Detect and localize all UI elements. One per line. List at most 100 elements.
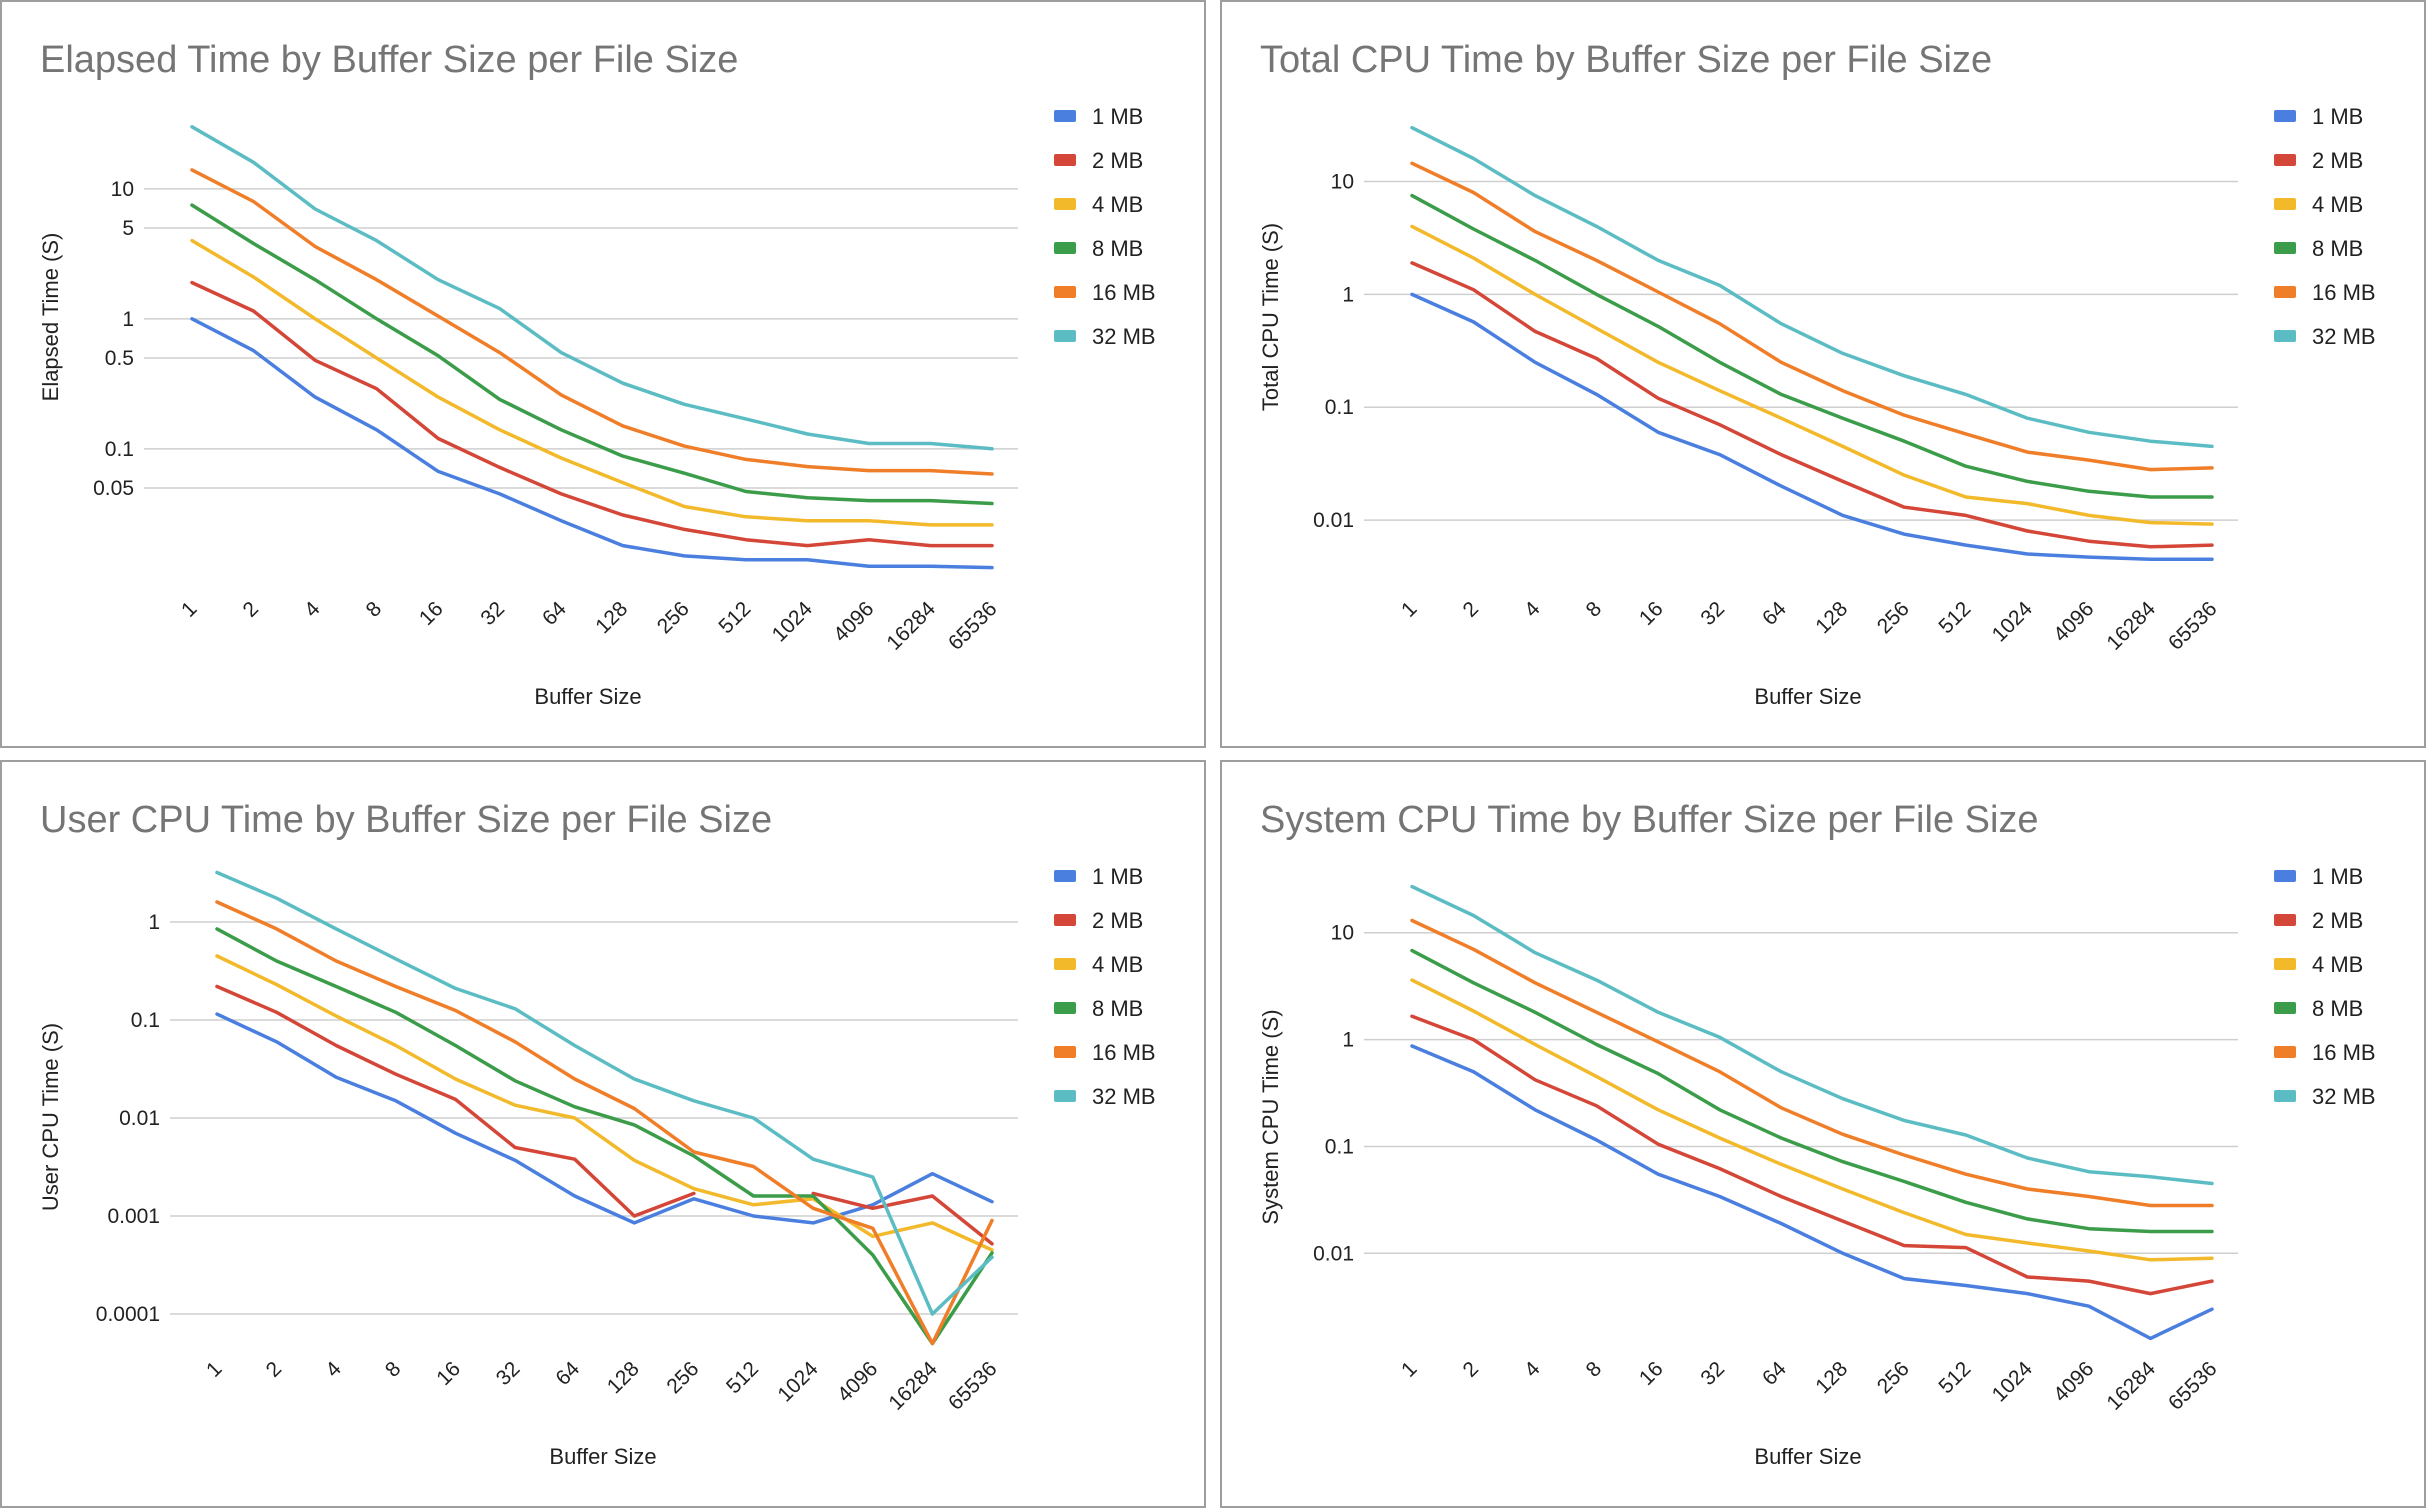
legend-label: 32 MB <box>1092 324 1156 349</box>
legend-label: 32 MB <box>1092 1084 1156 1109</box>
x-tick-label: 2 <box>1459 597 1484 622</box>
x-tick-label: 4096 <box>2049 597 2098 646</box>
legend-swatch <box>2274 958 2296 970</box>
series-line-32-mb <box>192 127 992 449</box>
x-tick-label: 16 <box>1635 597 1668 630</box>
x-tick-label: 64 <box>1758 597 1791 630</box>
series-line-32-mb <box>1412 887 2212 1184</box>
legend-label: 4 MB <box>2312 952 2363 977</box>
x-tick-label: 1 <box>177 597 202 622</box>
y-tick-label: 0.5 <box>105 347 134 370</box>
x-tick-label: 128 <box>603 1357 644 1398</box>
y-tick-label: 0.1 <box>105 438 134 461</box>
x-tick-label: 4096 <box>829 597 878 646</box>
x-tick-label: 1024 <box>768 597 818 647</box>
y-tick-label: 5 <box>122 217 134 240</box>
legend-swatch <box>1054 154 1076 166</box>
x-tick-label: 32 <box>1696 1357 1729 1390</box>
x-tick-label: 128 <box>591 597 632 638</box>
x-axis-label: Buffer Size <box>534 684 641 709</box>
series-line-16-mb <box>192 170 992 474</box>
x-tick-label: 65536 <box>2164 1357 2222 1415</box>
legend-label: 16 MB <box>1092 280 1156 305</box>
x-tick-label: 64 <box>1758 1357 1791 1390</box>
y-tick-label: 0.05 <box>93 477 134 500</box>
series-line-4-mb <box>192 241 992 525</box>
x-axis-label: Buffer Size <box>549 1444 656 1469</box>
x-tick-label: 65536 <box>2164 597 2222 655</box>
total-cpu-time-chart-panel: Total CPU Time by Buffer Size per File S… <box>1220 0 2426 748</box>
legend-label: 8 MB <box>2312 996 2363 1021</box>
y-tick-label: 10 <box>1331 922 1354 945</box>
legend-swatch <box>1054 242 1076 254</box>
y-axis-label: Elapsed Time (S) <box>38 233 63 402</box>
x-tick-label: 1024 <box>1988 597 2038 647</box>
x-tick-label: 512 <box>722 1357 763 1398</box>
legend-label: 8 MB <box>1092 236 1143 261</box>
series-line-8-mb <box>217 929 992 1344</box>
legend-label: 2 MB <box>2312 148 2363 173</box>
x-tick-label: 128 <box>1811 597 1852 638</box>
legend-swatch <box>2274 286 2296 298</box>
system-cpu-time-chart-panel: System CPU Time by Buffer Size per File … <box>1220 760 2426 1508</box>
legend-label: 4 MB <box>1092 952 1143 977</box>
x-tick-label: 32 <box>1696 597 1729 630</box>
x-tick-label: 128 <box>1811 1357 1852 1398</box>
x-tick-label: 4096 <box>2049 1357 2098 1406</box>
y-tick-label: 0.1 <box>131 1009 160 1032</box>
x-tick-label: 256 <box>653 597 694 638</box>
x-tick-label: 16284 <box>882 597 940 655</box>
legend-label: 1 MB <box>2312 104 2363 129</box>
y-tick-label: 0.1 <box>1325 1135 1354 1158</box>
legend-swatch <box>2274 198 2296 210</box>
y-tick-label: 0.1 <box>1325 396 1354 419</box>
x-tick-label: 4096 <box>833 1357 882 1406</box>
legend-swatch <box>1054 1090 1076 1102</box>
legend-swatch <box>1054 1002 1076 1014</box>
legend-swatch <box>1054 958 1076 970</box>
y-tick-label: 1 <box>148 911 160 934</box>
legend-swatch <box>1054 870 1076 882</box>
x-tick-label: 16284 <box>884 1357 942 1415</box>
legend-swatch <box>1054 330 1076 342</box>
x-tick-label: 16 <box>415 597 448 630</box>
y-axis-label: System CPU Time (S) <box>1258 1009 1283 1224</box>
legend-label: 16 MB <box>1092 1040 1156 1065</box>
x-tick-label: 1 <box>1397 1357 1422 1382</box>
elapsed-time-chart-panel: Elapsed Time by Buffer Size per File Siz… <box>0 0 1206 748</box>
series-line-8-mb <box>1412 951 2212 1232</box>
chart-title: User CPU Time by Buffer Size per File Si… <box>40 799 772 841</box>
series-line-16-mb <box>217 902 992 1344</box>
x-tick-label: 256 <box>662 1357 703 1398</box>
legend-label: 4 MB <box>1092 192 1143 217</box>
x-tick-label: 65536 <box>944 1357 1002 1415</box>
legend-swatch <box>2274 1090 2296 1102</box>
legend-label: 4 MB <box>2312 192 2363 217</box>
legend-label: 32 MB <box>2312 324 2376 349</box>
legend-swatch <box>1054 286 1076 298</box>
y-tick-label: 10 <box>111 178 134 201</box>
x-tick-label: 1 <box>202 1357 227 1382</box>
legend-label: 16 MB <box>2312 1040 2376 1065</box>
x-tick-label: 16 <box>432 1357 465 1390</box>
elapsed-time-chart: Elapsed Time by Buffer Size per File Siz… <box>2 2 1204 746</box>
x-tick-label: 64 <box>538 597 571 630</box>
x-tick-label: 2 <box>262 1357 287 1382</box>
x-tick-label: 1024 <box>1988 1357 2038 1407</box>
chart-title: Elapsed Time by Buffer Size per File Siz… <box>40 39 738 81</box>
x-tick-label: 8 <box>1582 597 1607 622</box>
legend-swatch <box>2274 870 2296 882</box>
x-tick-label: 32 <box>476 597 509 630</box>
x-tick-label: 512 <box>1934 597 1975 638</box>
legend-label: 2 MB <box>1092 148 1143 173</box>
legend-label: 32 MB <box>2312 1084 2376 1109</box>
series-line-1-mb <box>1412 1046 2212 1338</box>
x-tick-label: 2 <box>1459 1357 1484 1382</box>
series-line-32-mb <box>1412 128 2212 447</box>
legend-swatch <box>1054 198 1076 210</box>
y-tick-label: 1 <box>1342 1029 1354 1052</box>
x-tick-label: 32 <box>492 1357 525 1390</box>
legend-swatch <box>2274 1046 2296 1058</box>
y-axis-label: Total CPU Time (S) <box>1258 223 1283 411</box>
legend-swatch <box>2274 1002 2296 1014</box>
